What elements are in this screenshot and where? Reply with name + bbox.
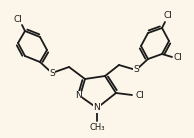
Text: Cl: Cl [164, 11, 172, 21]
Text: S: S [133, 66, 139, 75]
Text: S: S [49, 68, 55, 78]
Text: N: N [75, 91, 81, 100]
Text: Cl: Cl [174, 52, 182, 62]
Text: Cl: Cl [14, 14, 23, 23]
Text: CH₃: CH₃ [89, 123, 105, 132]
Text: N: N [94, 104, 100, 112]
Text: Cl: Cl [136, 91, 145, 100]
